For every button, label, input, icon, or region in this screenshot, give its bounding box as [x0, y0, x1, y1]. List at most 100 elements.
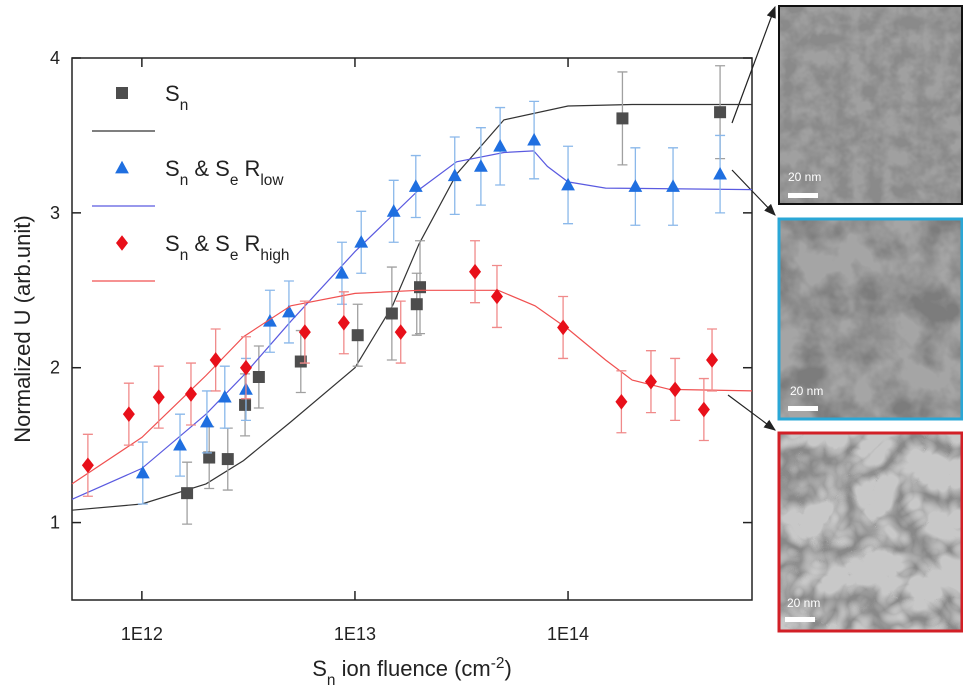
legend-marker: [116, 87, 128, 99]
x-tick-label: 1E12: [121, 624, 163, 644]
data-point: [713, 166, 727, 180]
subscript: high: [260, 247, 289, 264]
x-axis-label: Sn ion fluence (cm-2): [312, 655, 512, 689]
legend-label: Sn: [165, 81, 188, 114]
data-point: [474, 159, 488, 172]
y-tick-label: 1: [50, 513, 60, 533]
y-tick-label: 3: [50, 203, 60, 223]
data-point: [615, 393, 628, 410]
tem-texture: [778, 218, 963, 420]
subscript: n: [180, 97, 189, 114]
subscript: e: [230, 172, 239, 189]
scale-label: 20 nm: [787, 596, 820, 610]
data-point: [616, 112, 629, 125]
data-point: [200, 414, 214, 428]
data-point: [561, 177, 575, 191]
data-point: [263, 314, 277, 327]
data-point: [386, 204, 401, 217]
plot-frame: [71, 57, 753, 601]
image-border: [777, 431, 963, 633]
data-point: [209, 352, 222, 368]
data-point: [221, 453, 234, 466]
legend-marker: [115, 160, 129, 174]
text-part: R: [238, 231, 260, 256]
y-tick-label: 4: [50, 48, 60, 68]
data-point: [490, 288, 503, 305]
text-part: S: [165, 81, 180, 106]
data-point: [122, 406, 135, 422]
data-point: [203, 451, 216, 464]
subscript: n: [327, 672, 336, 689]
text-part: S: [165, 231, 180, 256]
scale-label: 20 nm: [788, 170, 821, 184]
text-part: ): [504, 656, 511, 681]
data-point: [394, 324, 407, 340]
y-tick-label: 2: [50, 358, 60, 378]
data-point: [173, 437, 187, 451]
subscript: n: [180, 172, 189, 189]
image-border: [778, 5, 963, 205]
data-point: [669, 381, 682, 398]
legend-marker: [116, 235, 128, 251]
x-tick-label: 1E14: [547, 624, 589, 644]
text-part: & S: [188, 231, 230, 256]
data-point: [252, 371, 265, 384]
data-point: [239, 398, 252, 411]
data-point: [337, 315, 350, 331]
scale-bar: [788, 193, 818, 198]
data-point: [493, 139, 508, 152]
superscript: -2: [491, 655, 505, 672]
data-point: [447, 168, 462, 182]
data-point: [135, 465, 150, 479]
data-point: [81, 457, 94, 474]
data-point: [408, 179, 423, 192]
data-point: [217, 389, 232, 403]
data-point: [628, 179, 643, 192]
legend-label: Sn & Se Rhigh: [165, 231, 290, 264]
text-part: R: [238, 156, 260, 181]
image-border: [777, 217, 963, 421]
data-point: [469, 263, 482, 280]
data-point: [335, 266, 349, 279]
data-point: [298, 324, 311, 340]
data-point: [181, 487, 194, 500]
fit-line: [71, 289, 753, 485]
text-part: & S: [188, 156, 230, 181]
x-tick-label: 1E13: [334, 624, 376, 644]
data-point: [697, 401, 710, 418]
text-part: ion fluence (cm: [335, 656, 490, 681]
data-point: [410, 298, 423, 311]
data-point: [644, 373, 657, 390]
y-axis-label: Normalized U (arb.unit): [10, 215, 35, 442]
data-point: [706, 352, 719, 368]
data-point: [294, 355, 307, 368]
scale-label: 20 nm: [790, 384, 823, 398]
data-point: [557, 319, 570, 336]
data-point: [282, 304, 296, 318]
data-point: [666, 179, 680, 192]
data-point: [385, 307, 398, 320]
subscript: e: [230, 247, 239, 264]
data-point: [527, 132, 542, 146]
data-point: [239, 359, 252, 376]
fit-line: [71, 150, 753, 500]
subscript: n: [180, 247, 189, 264]
tem-texture: [778, 5, 963, 205]
scale-bar: [788, 406, 818, 411]
subscript: low: [260, 172, 284, 189]
legend-label: Sn & Se Rlow: [165, 156, 284, 189]
data-point: [414, 281, 427, 294]
data-point: [152, 389, 165, 405]
scale-bar: [785, 617, 815, 622]
text-part: S: [312, 656, 327, 681]
data-point: [184, 386, 197, 402]
tem-images: 20 nm 20 nm 20 nm: [777, 5, 963, 633]
data-point: [354, 235, 369, 248]
text-part: S: [165, 156, 180, 181]
data-point: [714, 106, 727, 119]
arrow: [731, 5, 776, 124]
tem-texture: [778, 432, 963, 632]
data-point: [351, 329, 364, 342]
arrow: [731, 169, 776, 216]
